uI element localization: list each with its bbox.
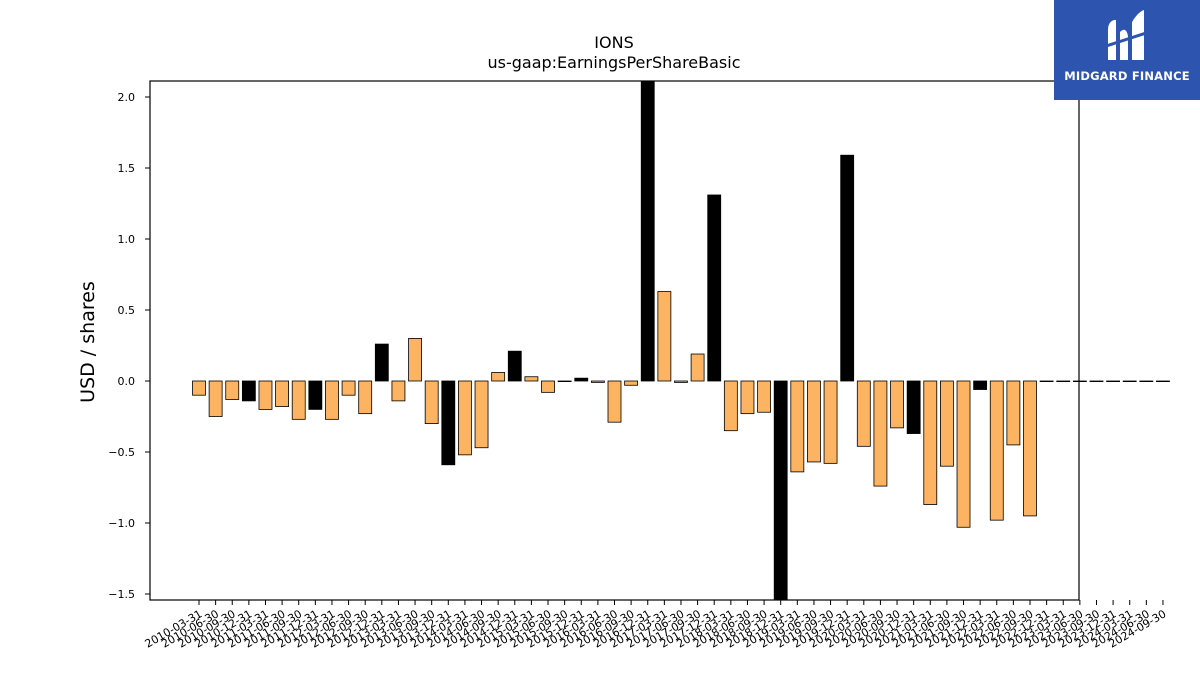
bar-2010-06-30 [208,380,223,417]
bar-2015-06-30 [541,380,555,393]
bar-2011-12-31 [308,380,323,410]
bar-2014-09-30 [491,372,506,382]
y-tick-label: 1.0 [118,233,136,246]
bar-2014-12-31 [507,350,522,382]
bar-2018-09-30 [757,380,771,413]
bar-2020-03-31 [856,380,871,447]
y-tick-label: 1.5 [118,162,136,175]
bar-2023-03-31 [1056,380,1071,383]
y-axis: −1.5 −1.0 −0.5 0.0 0.5 1.0 1.5 2.0 [108,91,150,601]
bar-2016-12-31 [640,80,655,382]
bar-2017-06-30 [674,380,688,383]
bar-2018-03-31 [723,380,738,432]
bar-2021-03-31 [923,380,938,505]
bar-2014-03-31 [458,380,472,456]
bar-2022-03-31 [989,380,1004,521]
bar-2015-12-31 [574,377,589,382]
y-tick-label: −1.5 [108,588,135,601]
bar-2013-12-31 [441,380,456,466]
bar-2023-12-31 [1106,380,1120,383]
bar-2016-06-30 [607,380,622,423]
x-axis: 2010-03-312010-06-302010-09-302010-12-31… [143,600,1168,651]
bar-2012-03-31 [325,380,339,420]
bar-2020-12-31 [906,380,921,434]
bar-2015-09-30 [557,380,572,383]
bar-2019-12-31 [840,154,855,382]
bar-2018-12-31 [773,380,788,601]
bar-2016-03-31 [590,380,605,383]
bar-2013-03-31 [391,380,406,402]
y-tick-label: 0.0 [118,375,136,388]
bar-2019-03-31 [790,380,805,473]
bar-2010-03-31 [192,380,206,396]
logo: MIDGARD FINANCE [1054,0,1200,100]
bar-2020-09-30 [890,380,904,429]
bar-2022-12-31 [1039,380,1054,383]
bar-2023-06-30 [1072,380,1087,383]
bar-2019-06-30 [807,380,821,463]
bar-2017-09-30 [690,353,705,382]
y-tick-label: −0.5 [108,446,135,459]
bar-2024-06-30 [1139,380,1154,383]
bar-2021-12-31 [973,380,988,390]
y-tick-label: 0.5 [118,304,136,317]
bar-2011-06-30 [275,380,290,407]
bar-2016-09-30 [624,380,639,386]
y-tick-label: −1.0 [108,517,135,530]
plot-frame [149,80,1080,601]
bar-2014-06-30 [474,380,489,449]
bar-2011-09-30 [291,380,306,420]
bar-2024-03-31 [1122,380,1137,383]
y-axis-label: USD / shares [77,281,99,403]
bar-2022-06-30 [1006,380,1021,446]
bar-2012-06-30 [341,380,356,396]
bar-2015-03-31 [524,376,539,382]
chart-title: IONS [594,33,633,52]
logo-text: MIDGARD FINANCE [1064,69,1190,83]
bar-2020-06-30 [873,380,888,487]
bar-2017-12-31 [707,194,722,382]
bar-2012-09-30 [358,380,373,415]
bars-group [192,80,1170,601]
bar-2021-06-30 [940,380,954,467]
bar-2018-06-30 [740,380,755,415]
bar-2023-09-30 [1089,380,1104,383]
logo-mark-icon [1106,10,1146,60]
bar-2013-06-30 [408,337,422,382]
bar-2011-03-31 [258,380,273,410]
bar-2010-12-31 [241,380,256,402]
chart-subtitle: us-gaap:EarningsPerShareBasic [487,53,740,72]
bar-2019-09-30 [823,380,838,464]
y-tick-label: 2.0 [118,91,136,104]
bar-2010-09-30 [225,380,240,400]
bar-2012-12-31 [374,343,389,382]
bar-2024-09-30 [1156,380,1170,383]
bar-2017-03-31 [657,291,672,382]
bar-2022-09-30 [1023,380,1037,517]
bar-2013-09-30 [424,380,439,424]
bar-2021-09-30 [956,380,971,528]
